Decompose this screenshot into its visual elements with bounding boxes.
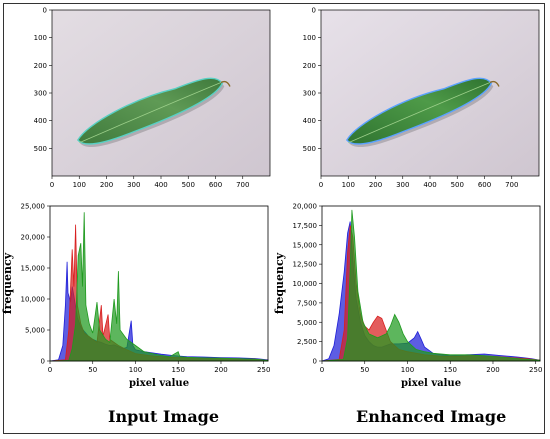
x-tick-label: 250 <box>257 366 270 374</box>
x-tick-label: 100 <box>401 366 414 374</box>
x-tick-label: 50 <box>360 366 369 374</box>
y-tick-label: 0 <box>312 7 316 15</box>
y-tick-label: 15,000 <box>21 265 46 273</box>
x-tick-label: 50 <box>88 366 97 374</box>
x-tick-label: 200 <box>100 181 113 189</box>
y-tick-label: 0 <box>313 358 317 366</box>
x-tick-label: 200 <box>486 366 499 374</box>
y-tick-label: 100 <box>303 34 316 42</box>
x-tick-label: 400 <box>154 181 167 189</box>
x-tick-label: 700 <box>505 181 518 189</box>
x-tick-label: 300 <box>396 181 409 189</box>
y-tick-label: 20,000 <box>21 234 46 242</box>
x-tick-label: 100 <box>129 366 142 374</box>
y-tick-label: 200 <box>34 62 47 70</box>
y-tick-label: 0 <box>43 7 47 15</box>
y-tick-label: 25,000 <box>21 203 46 211</box>
x-tick-label: 200 <box>214 366 227 374</box>
x-tick-label: 0 <box>48 366 52 374</box>
input-image-caption: Input Image <box>108 407 220 426</box>
x-tick-label: 0 <box>320 366 324 374</box>
plot-frame <box>49 205 269 362</box>
y-tick-label: 200 <box>303 62 316 70</box>
x-tick-label: 700 <box>236 181 249 189</box>
figure-frame <box>3 3 545 434</box>
y-tick-label: 400 <box>34 117 47 125</box>
y-tick-label: 10,000 <box>293 280 318 288</box>
photo-background <box>51 9 271 177</box>
x-tick-label: 0 <box>319 181 323 189</box>
enhanced-image-caption: Enhanced Image <box>356 407 507 426</box>
y-tick-label: 400 <box>303 117 316 125</box>
x-tick-label: 250 <box>529 366 542 374</box>
histogram-series-2 <box>49 212 269 362</box>
x-tick-label: 0 <box>50 181 54 189</box>
x-tick-label: 100 <box>342 181 355 189</box>
leaf-vein <box>348 82 491 144</box>
x-tick-label: 500 <box>182 181 195 189</box>
y-tick-label: 300 <box>34 90 47 98</box>
leaf-stem <box>220 80 231 87</box>
y-tick-label: 7,500 <box>297 299 317 307</box>
x-tick-label: 500 <box>451 181 464 189</box>
leaf-vein <box>79 82 222 144</box>
y-tick-label: 2,500 <box>297 338 317 346</box>
x-axis-label: pixel value <box>401 378 461 389</box>
input-histogram: 0 50 100 150 200 250 0 5,000 10,000 15,000 20,000 2… <box>1 203 270 390</box>
y-tick-label: 20,000 <box>293 203 318 211</box>
x-tick-label: 600 <box>478 181 491 189</box>
y-tick-label: 0 <box>41 358 45 366</box>
x-tick-label: 150 <box>172 366 185 374</box>
y-tick-label: 12,500 <box>293 261 318 269</box>
x-tick-label: 600 <box>209 181 222 189</box>
y-tick-label: 300 <box>303 90 316 98</box>
x-tick-label: 400 <box>423 181 436 189</box>
y-tick-label: 500 <box>34 145 47 153</box>
x-tick-label: 100 <box>73 181 86 189</box>
input-image-panel: 0 100 200 300 400 500 600 700 0 100 200 300 400 500 <box>34 7 271 189</box>
y-axis-label: frequency <box>273 252 286 314</box>
y-tick-label: 500 <box>303 145 316 153</box>
y-tick-label: 10,000 <box>21 296 46 304</box>
x-tick-label: 150 <box>444 366 457 374</box>
y-axis-label: frequency <box>1 252 14 314</box>
y-tick-label: 5,000 <box>297 319 317 327</box>
enhanced-histogram: 0 50 100 150 200 250 0 2,500 5,000 7,500 10,000 12,… <box>273 203 542 390</box>
y-tick-label: 100 <box>34 34 47 42</box>
x-tick-label: 300 <box>127 181 140 189</box>
x-tick-label: 200 <box>369 181 382 189</box>
histogram-series-2 <box>321 209 541 362</box>
leaf-stem <box>489 80 500 87</box>
y-tick-label: 5,000 <box>25 327 45 335</box>
y-tick-label: 17,500 <box>293 222 318 230</box>
y-tick-label: 15,000 <box>293 241 318 249</box>
x-axis-label: pixel value <box>129 378 189 389</box>
enhanced-image-panel: 0 100 200 300 400 500 600 700 0 100 200 300 400 500 <box>303 7 540 189</box>
